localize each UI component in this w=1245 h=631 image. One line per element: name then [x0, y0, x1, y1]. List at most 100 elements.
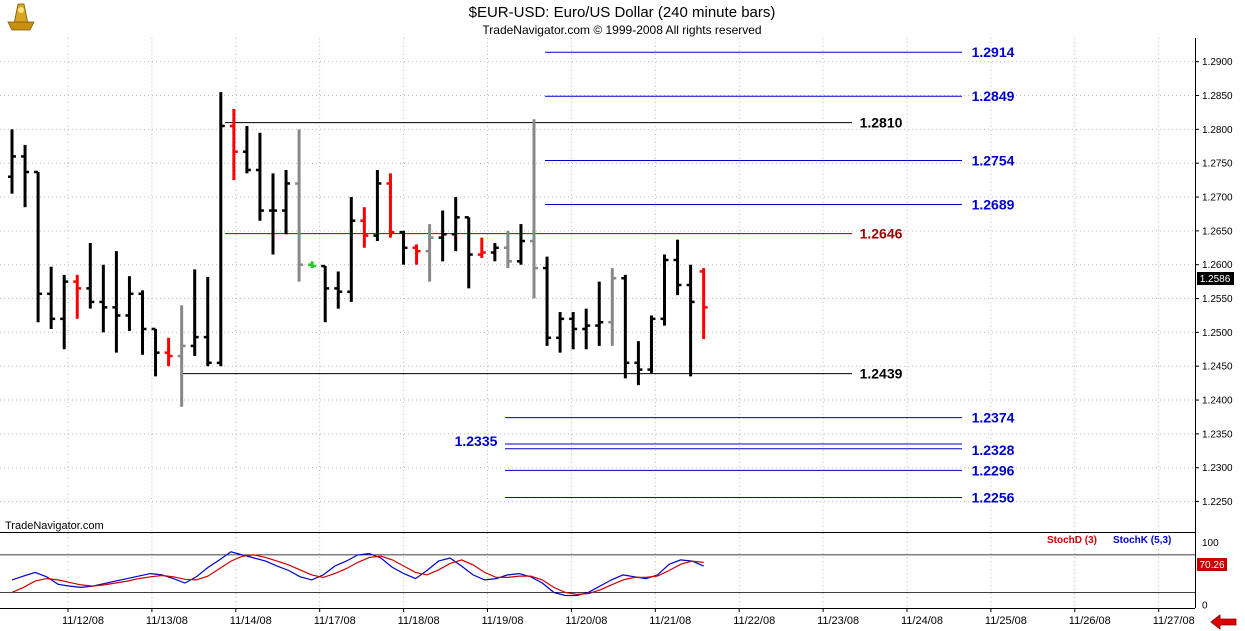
x-tick-label: 11/12/08 — [62, 615, 104, 627]
price-level-label: 1.2914 — [972, 44, 1015, 60]
price-level-label: 1.2810 — [860, 115, 903, 131]
x-tick-label: 11/22/08 — [733, 615, 775, 627]
ohlc-bar — [73, 274, 82, 319]
price-level-label: 1.2646 — [860, 226, 903, 242]
stoch-series-line — [11, 551, 704, 597]
x-tick-label: 11/13/08 — [146, 615, 188, 627]
price-tick-label: 1.2300 — [1202, 463, 1233, 474]
ohlc-bar — [699, 268, 708, 340]
x-tick-label: 11/14/08 — [230, 615, 272, 627]
ohlc-bar — [86, 243, 95, 309]
chart-title: $EUR-USD: Euro/US Dollar (240 minute bar… — [469, 4, 776, 21]
ohlc-bar — [530, 119, 538, 299]
stoch-tick-label: 100 — [1202, 538, 1219, 549]
price-level-label: 1.2328 — [972, 442, 1015, 458]
svg-text:1.2586: 1.2586 — [1200, 274, 1231, 285]
legend-stochd: StochD (3) — [1047, 535, 1097, 546]
ohlc-bar — [673, 239, 682, 296]
ohlc-bar — [295, 129, 304, 282]
price-tick-label: 1.2750 — [1202, 159, 1233, 170]
logo-icon — [7, 3, 35, 31]
ohlc-bar — [60, 274, 69, 350]
ohlc-bar — [269, 173, 277, 255]
ohlc-bar — [686, 264, 695, 377]
ohlc-bar — [438, 210, 447, 262]
price-tick-label: 1.2350 — [1202, 429, 1233, 440]
ohlc-bar — [634, 341, 643, 386]
ohlc-bar — [647, 315, 656, 373]
ohlc-bar — [203, 276, 212, 367]
ohlc-bar — [216, 92, 225, 367]
x-axis: 11/12/08 11/13/08 11/14/08 11/17/08 11/18/08… — [62, 608, 1195, 627]
price-level-label: 1.2335 — [455, 433, 498, 449]
price-tick-label: 1.2650 — [1202, 226, 1233, 237]
ohlc-bar — [660, 254, 669, 326]
x-tick-label: 11/18/08 — [398, 615, 440, 627]
ohlc-bar — [503, 230, 512, 269]
price-bars — [8, 92, 708, 407]
ohlc-bar — [164, 337, 173, 367]
price-y-axis: 1.2900 1.2850 1.2800 1.2750 1.2700 1.2650 1.26… — [1195, 57, 1233, 508]
ohlc-bar — [490, 243, 499, 262]
price-level-label: 1.2296 — [972, 462, 1015, 478]
price-level-label: 1.2689 — [972, 196, 1015, 212]
ohlc-bar — [47, 266, 56, 329]
legend-stochk: StochK (5,3) — [1113, 535, 1171, 546]
ohlc-bar — [138, 290, 147, 355]
ohlc-bar — [99, 264, 108, 333]
ohlc-bar — [451, 197, 460, 252]
ohlc-bar — [8, 129, 16, 194]
ohlc-bar — [373, 169, 382, 242]
x-tick-label: 11/23/08 — [817, 615, 859, 627]
ohlc-bar — [543, 256, 552, 346]
stoch-y-axis: 100 0 — [1202, 538, 1219, 612]
ohlc-bar — [21, 144, 30, 208]
ohlc-bar — [177, 305, 186, 407]
x-tick-label: 11/17/08 — [314, 615, 356, 627]
svg-text:70.26: 70.26 — [1199, 560, 1224, 571]
ohlc-bar — [595, 281, 604, 346]
price-tick-label: 1.2250 — [1202, 497, 1233, 508]
price-tick-label: 1.2800 — [1202, 125, 1233, 136]
ohlc-bar — [334, 271, 343, 309]
price-tick-label: 1.2550 — [1202, 294, 1233, 305]
ohlc-bar — [308, 261, 317, 269]
ohlc-bar — [282, 169, 291, 235]
stoch-tick-label: 0 — [1202, 600, 1208, 611]
ohlc-bar — [412, 244, 421, 265]
ohlc-bar — [242, 125, 251, 174]
ohlc-bar — [399, 230, 408, 265]
ohlc-bar — [569, 312, 578, 350]
ohlc-bar — [608, 268, 617, 346]
ohlc-bar — [477, 237, 486, 258]
price-tick-label: 1.2500 — [1202, 328, 1233, 339]
price-level-label: 1.2374 — [972, 410, 1015, 426]
x-tick-label: 11/25/08 — [985, 615, 1027, 627]
ohlc-bar — [125, 276, 134, 332]
ohlc-bar — [34, 170, 43, 323]
price-level-label: 1.2439 — [860, 366, 903, 382]
price-tick-label: 1.2700 — [1202, 193, 1233, 204]
ohlc-bar — [516, 224, 525, 265]
price-tick-label: 1.2600 — [1202, 260, 1233, 271]
x-tick-label: 11/19/08 — [481, 615, 523, 627]
price-tick-label: 1.2850 — [1202, 91, 1233, 102]
ohlc-bar — [556, 312, 565, 353]
scroll-left-arrow-icon[interactable] — [1210, 614, 1237, 630]
price-tick-label: 1.2400 — [1202, 396, 1233, 407]
last-stoch-marker: 70.26 — [1197, 558, 1227, 571]
ohlc-bar — [621, 274, 630, 379]
price-tick-label: 1.2900 — [1202, 57, 1233, 68]
price-level-label: 1.2849 — [972, 88, 1015, 104]
x-tick-label: 11/26/08 — [1069, 615, 1111, 627]
ohlc-bar — [190, 269, 199, 357]
ohlc-bar — [582, 308, 591, 350]
stoch-series-line — [11, 554, 704, 595]
x-tick-label: 11/21/08 — [649, 615, 691, 627]
watermark: TradeNavigator.com — [5, 520, 104, 532]
price-level-label: 1.2256 — [972, 489, 1015, 505]
price-tick-label: 1.2450 — [1202, 362, 1233, 373]
ohlc-bar — [386, 173, 395, 238]
ohlc-bar — [255, 132, 264, 221]
ohlc-bar — [229, 109, 238, 181]
